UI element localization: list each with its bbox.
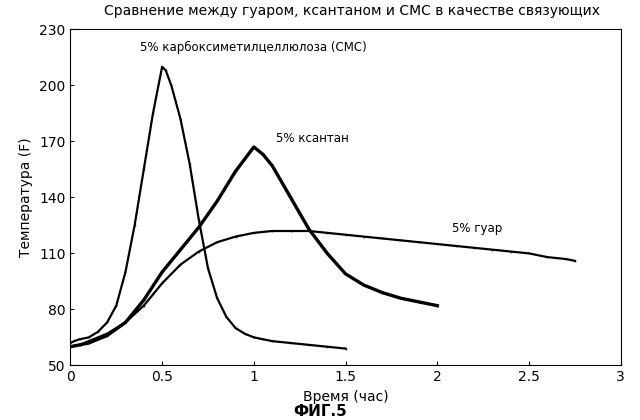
Text: 5% гуар: 5% гуар	[452, 222, 502, 235]
Text: ФИГ.5: ФИГ.5	[293, 404, 347, 419]
X-axis label: Время (час): Время (час)	[303, 390, 388, 404]
Y-axis label: Температура (F): Температура (F)	[19, 138, 33, 257]
Text: 5% ксантан: 5% ксантан	[276, 132, 349, 145]
Text: 5% карбоксиметилцеллюлоза (СМС): 5% карбоксиметилцеллюлоза (СМС)	[140, 41, 367, 54]
Text: Сравнение между гуаром, ксантаном и СМС в качестве связующих: Сравнение между гуаром, ксантаном и СМС …	[104, 4, 600, 18]
